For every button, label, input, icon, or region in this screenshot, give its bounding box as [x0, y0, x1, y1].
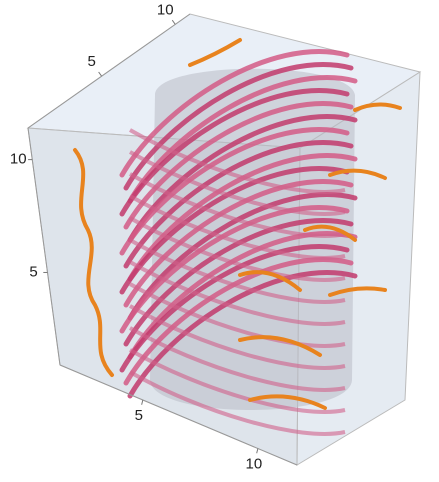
curves: [73, 38, 402, 436]
orange-curve: [328, 168, 387, 180]
helix-curve: [129, 370, 346, 436]
tick-label: 5: [135, 407, 143, 424]
y-axis-line: [27, 13, 191, 129]
helix-curve: [129, 326, 346, 392]
helix-curve: [129, 172, 346, 238]
helix-curve: [129, 260, 346, 326]
helix-curve: [123, 179, 354, 308]
orange-curve: [353, 102, 402, 112]
helix-curve: [129, 150, 346, 216]
helix-curve: [119, 166, 350, 295]
tick-mark: [98, 71, 103, 77]
orange-curve: [188, 38, 242, 67]
orange-curve: [238, 270, 302, 292]
helix-curve: [119, 88, 350, 217]
helix-curve: [129, 128, 346, 194]
helix-curve: [123, 218, 354, 347]
x-axis-line: [59, 364, 298, 466]
orange-curve: [238, 335, 322, 357]
helix-curve: [129, 238, 346, 304]
helix-curve: [119, 244, 350, 373]
tick-mark: [171, 19, 176, 25]
helix-curve: [129, 304, 346, 370]
tick-label: 10: [10, 151, 27, 168]
tick-label: 5: [29, 263, 37, 280]
helix-curve: [119, 127, 350, 256]
helix-curve: [129, 348, 346, 414]
tick-label: 10: [157, 1, 174, 18]
helix-curve: [119, 49, 350, 178]
tick-mark: [141, 399, 144, 405]
helix-curve: [129, 282, 346, 348]
tick-label: 5: [87, 53, 95, 70]
helix-curve: [129, 216, 346, 282]
z-axis-line: [27, 127, 61, 366]
helix-curve: [123, 101, 354, 230]
orange-curve: [248, 394, 327, 410]
tick-label: 10: [246, 455, 263, 472]
tick-mark: [256, 448, 259, 454]
orange-curve: [73, 148, 114, 377]
orange-curve: [303, 224, 357, 242]
orange-curve: [328, 286, 387, 297]
helix-curve: [129, 194, 346, 260]
helix-curve: [127, 270, 358, 399]
axes: 5 10 5 10 5 10: [10, 1, 298, 472]
